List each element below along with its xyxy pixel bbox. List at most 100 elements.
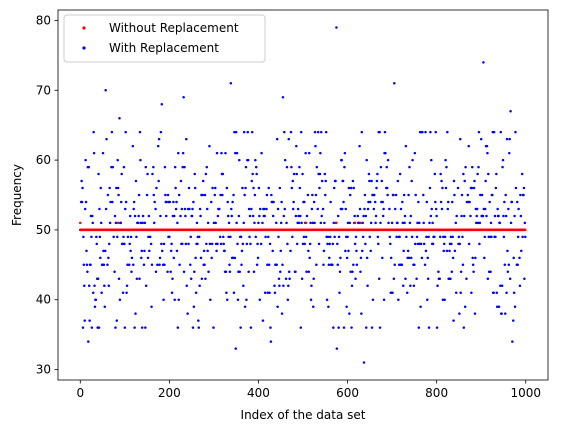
point-with-replacement	[359, 256, 363, 260]
point-with-replacement	[356, 214, 360, 218]
point-with-replacement	[193, 270, 196, 274]
point-with-replacement	[203, 193, 207, 197]
point-with-replacement	[181, 165, 184, 169]
point-with-replacement	[500, 312, 503, 315]
legend-marker-with-replacement	[82, 46, 86, 50]
point-with-replacement	[82, 235, 85, 239]
point-with-replacement	[340, 158, 343, 162]
point-with-replacement	[374, 221, 377, 225]
point-with-replacement	[91, 214, 94, 218]
point-with-replacement	[147, 214, 151, 218]
point-with-replacement	[152, 221, 156, 225]
point-with-replacement	[516, 263, 519, 267]
point-with-replacement	[446, 200, 450, 204]
point-with-replacement	[344, 249, 347, 253]
point-with-replacement	[103, 305, 107, 308]
point-with-replacement	[444, 186, 448, 190]
point-with-replacement	[458, 312, 461, 315]
point-with-replacement	[221, 172, 225, 176]
point-with-replacement	[141, 214, 145, 218]
point-with-replacement	[310, 284, 313, 287]
point-with-replacement	[379, 165, 383, 169]
point-with-replacement	[132, 200, 136, 204]
point-with-replacement	[431, 242, 435, 246]
point-with-replacement	[324, 179, 327, 183]
point-with-replacement	[289, 130, 293, 134]
point-with-replacement	[390, 221, 394, 225]
point-with-replacement	[516, 235, 520, 239]
point-with-replacement	[304, 151, 307, 155]
point-with-replacement	[404, 144, 408, 148]
point-with-replacement	[257, 186, 261, 190]
point-with-replacement	[324, 130, 328, 134]
point-with-replacement	[338, 270, 342, 274]
point-with-replacement	[358, 207, 362, 211]
point-with-replacement	[352, 263, 355, 267]
point-with-replacement	[205, 207, 209, 211]
point-with-replacement	[277, 277, 281, 281]
point-with-replacement	[336, 214, 340, 218]
point-with-replacement	[458, 242, 462, 246]
point-with-replacement	[159, 214, 162, 218]
point-with-replacement	[182, 96, 185, 99]
point-with-replacement	[279, 249, 282, 253]
point-with-replacement	[300, 221, 303, 225]
point-with-replacement	[434, 200, 437, 204]
point-with-replacement	[346, 221, 350, 225]
point-with-replacement	[393, 82, 396, 85]
point-with-replacement	[506, 270, 510, 274]
point-with-replacement	[154, 207, 157, 211]
point-with-replacement	[87, 340, 90, 343]
point-with-replacement	[251, 172, 254, 176]
point-with-replacement	[214, 186, 217, 190]
point-with-replacement	[256, 242, 259, 246]
legend-box	[63, 14, 266, 63]
point-with-replacement	[87, 165, 90, 169]
point-with-replacement	[424, 249, 428, 253]
point-with-replacement	[273, 284, 276, 287]
point-with-replacement	[234, 130, 238, 134]
point-with-replacement	[386, 193, 389, 197]
point-with-replacement	[365, 158, 368, 162]
point-with-replacement	[498, 221, 502, 225]
point-with-replacement	[449, 235, 453, 239]
point-with-replacement	[311, 221, 315, 225]
point-with-replacement	[155, 186, 158, 190]
point-with-replacement	[258, 214, 261, 218]
point-with-replacement	[322, 249, 326, 253]
point-with-replacement	[151, 172, 154, 176]
point-with-replacement	[523, 221, 527, 225]
point-with-replacement	[116, 158, 119, 162]
point-without-replacement	[359, 221, 363, 225]
point-with-replacement	[124, 130, 127, 134]
point-with-replacement	[204, 172, 208, 176]
point-with-replacement	[271, 214, 275, 218]
point-with-replacement	[312, 277, 315, 281]
point-with-replacement	[215, 249, 218, 253]
point-with-replacement	[247, 270, 250, 274]
point-with-replacement	[267, 186, 270, 190]
point-with-replacement	[410, 235, 414, 239]
point-with-replacement	[113, 270, 116, 274]
point-with-replacement	[121, 242, 124, 246]
point-with-replacement	[463, 179, 466, 183]
x-tick-label: 200	[158, 386, 181, 400]
point-with-replacement	[446, 207, 450, 211]
point-with-replacement	[215, 151, 219, 155]
point-with-replacement	[92, 130, 95, 134]
point-with-replacement	[363, 207, 366, 211]
point-with-replacement	[102, 249, 105, 253]
point-with-replacement	[422, 193, 425, 197]
point-with-replacement	[205, 165, 209, 169]
point-with-replacement	[291, 207, 295, 211]
point-with-replacement	[143, 221, 147, 225]
point-with-replacement	[81, 326, 85, 329]
point-with-replacement	[520, 172, 524, 176]
point-with-replacement	[295, 242, 299, 246]
point-with-replacement	[426, 298, 429, 301]
point-with-replacement	[250, 179, 254, 183]
point-with-replacement	[275, 263, 278, 267]
point-with-replacement	[316, 207, 319, 211]
point-with-replacement	[520, 249, 523, 253]
point-with-replacement	[403, 214, 407, 218]
